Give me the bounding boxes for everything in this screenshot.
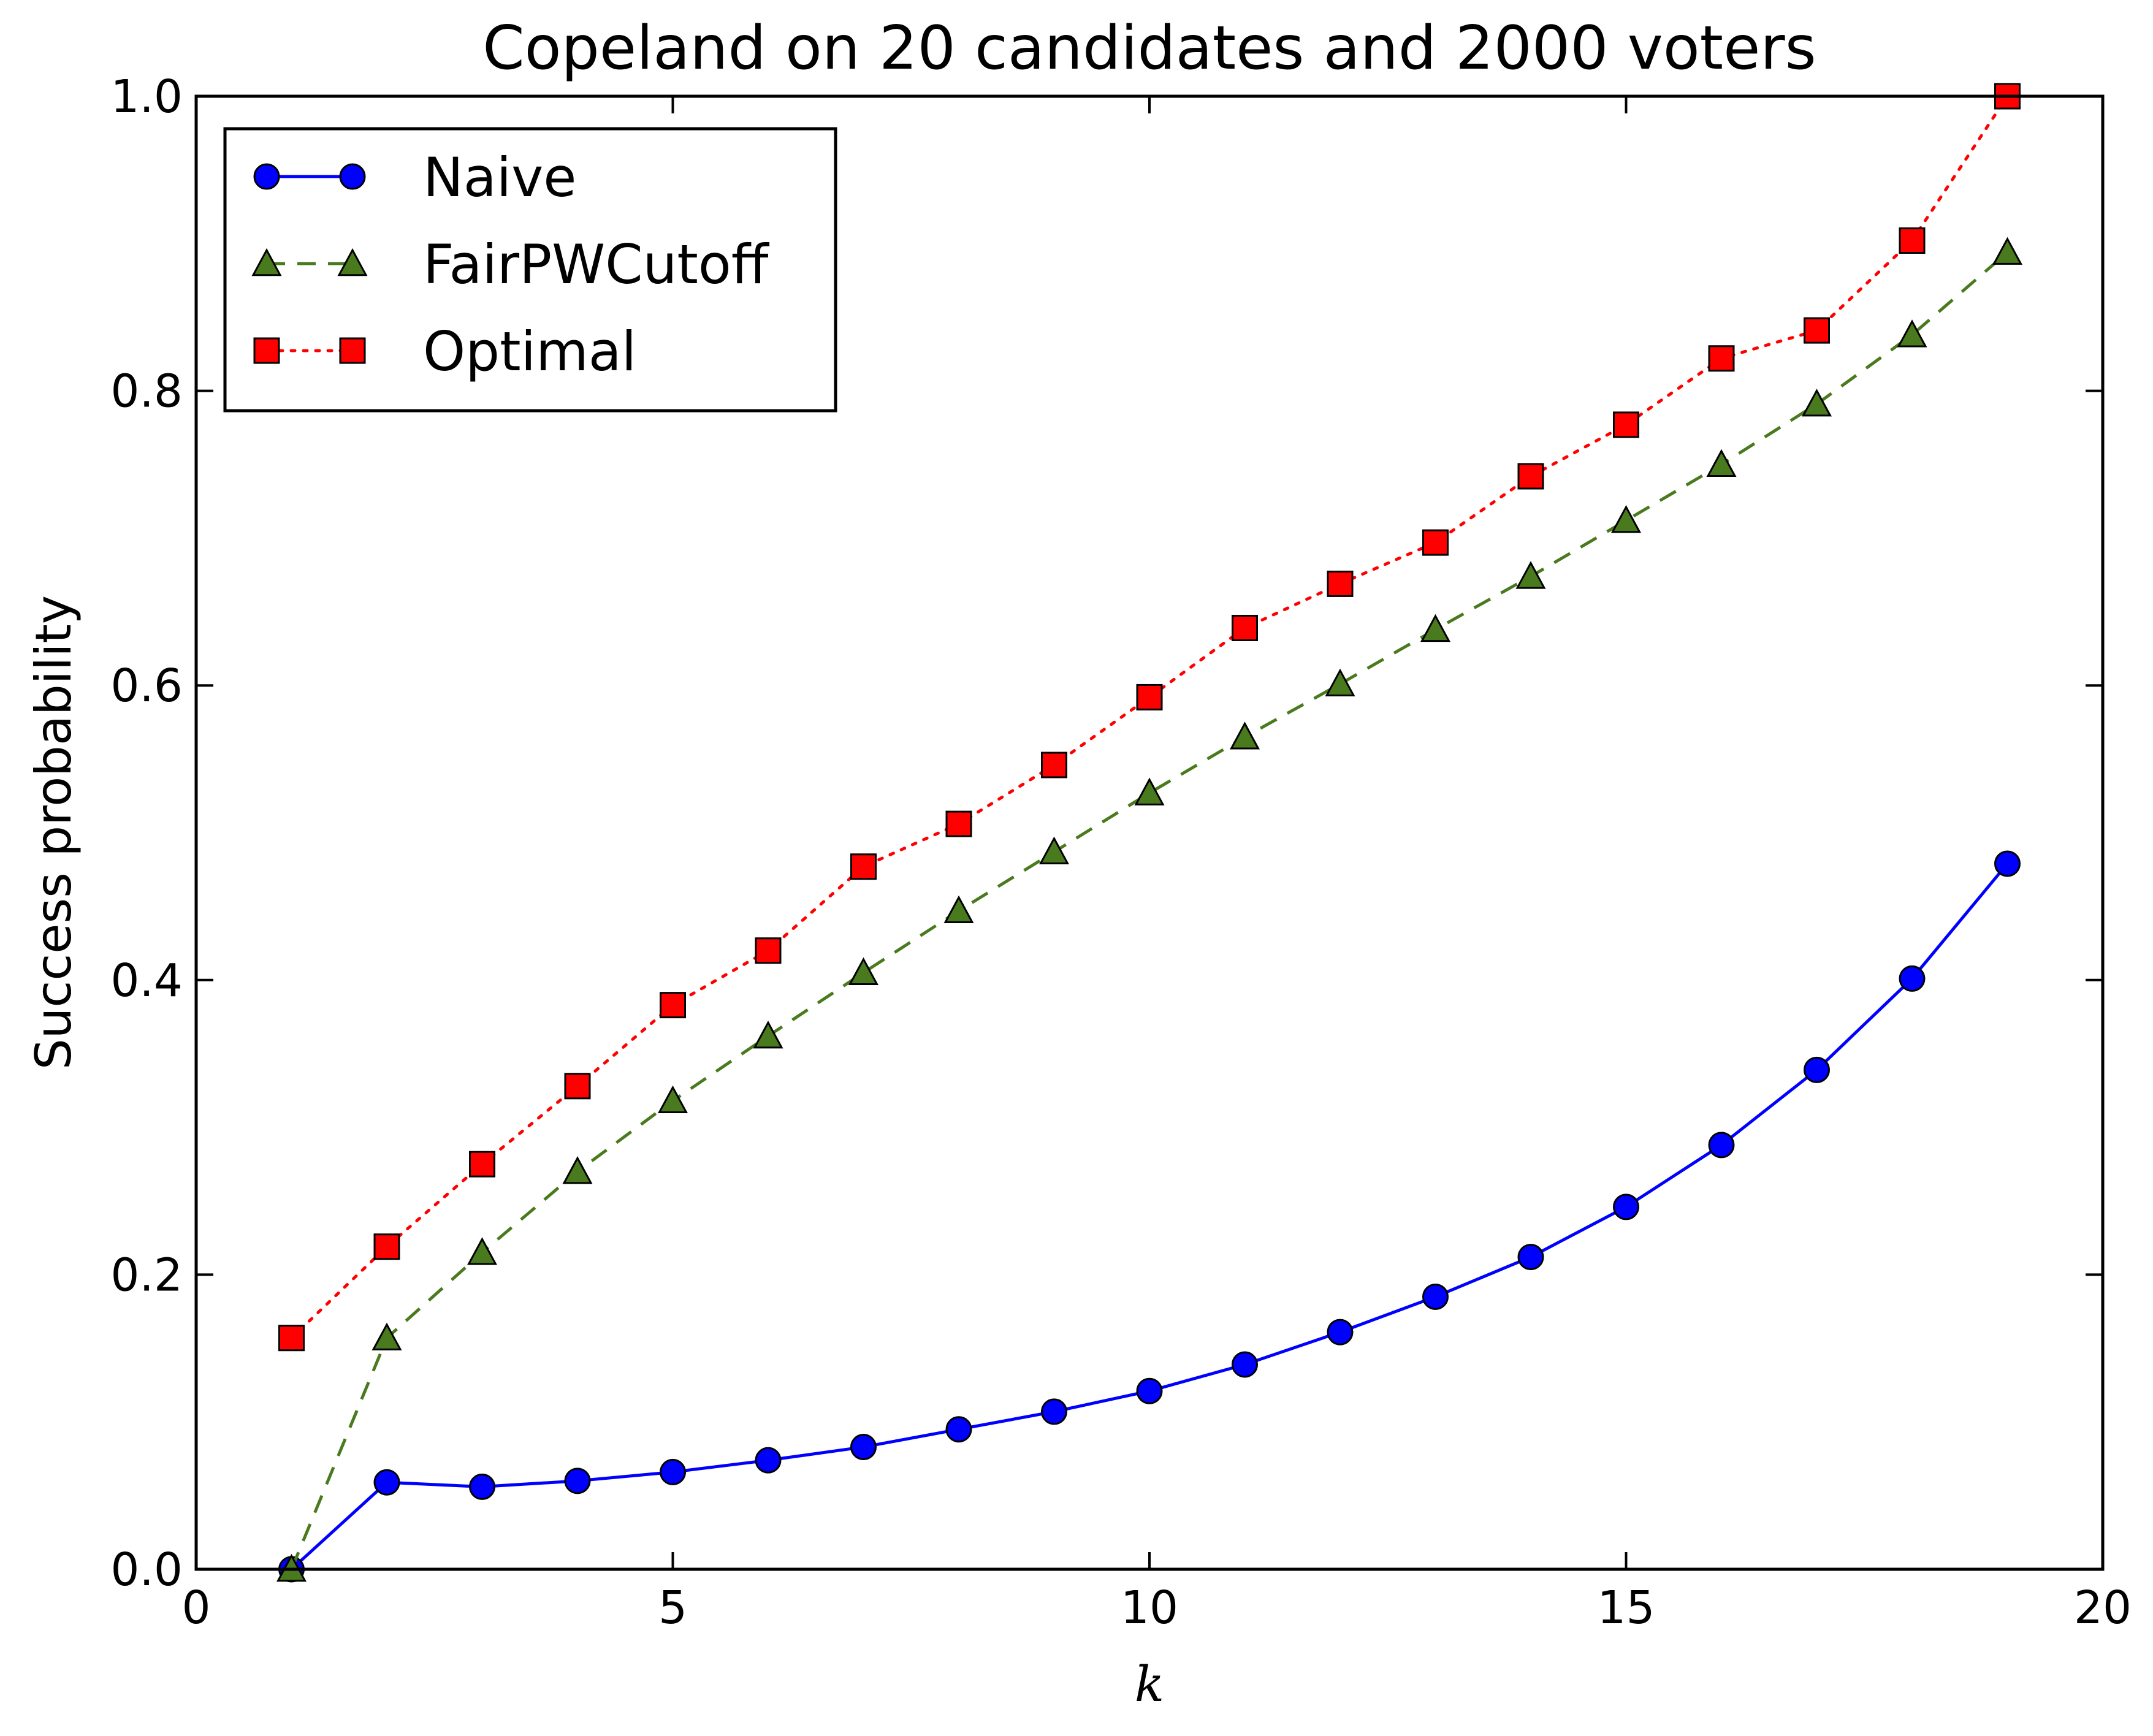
data-point-naive xyxy=(850,1434,877,1461)
data-point-optimal xyxy=(1517,463,1544,490)
data-point-fairpwcutoff xyxy=(943,895,974,924)
legend-marker xyxy=(253,163,280,190)
data-point-optimal xyxy=(660,992,686,1019)
data-point-naive xyxy=(1804,1056,1830,1083)
data-point-naive xyxy=(1232,1351,1258,1378)
data-point-naive xyxy=(1613,1194,1639,1220)
data-point-fairpwcutoff xyxy=(1420,614,1451,642)
data-point-naive xyxy=(1422,1283,1449,1310)
data-point-naive xyxy=(1994,850,2021,877)
x-axis-label: k xyxy=(1135,1656,1164,1713)
series-line-naive xyxy=(290,862,2009,1570)
data-point-optimal xyxy=(755,937,782,964)
data-point-optimal xyxy=(373,1233,400,1260)
series-optimal xyxy=(278,83,2021,1352)
data-point-optimal xyxy=(1136,683,1163,710)
data-point-fairpwcutoff xyxy=(1229,721,1260,750)
data-point-optimal xyxy=(1327,570,1354,597)
legend-marker xyxy=(253,337,280,364)
data-point-naive xyxy=(1899,965,1926,992)
x-tick-label: 15 xyxy=(1597,1582,1655,1634)
legend: Naive FairPWCutoff Optimal xyxy=(223,127,837,413)
data-point-optimal xyxy=(1613,411,1639,438)
legend-marker xyxy=(339,337,366,364)
data-point-fairpwcutoff xyxy=(1515,561,1546,589)
axes: 0 5 10 15 20 0.0 0.2 0.4 0.6 0.8 1.0 xyxy=(110,70,2132,1634)
data-point-naive xyxy=(373,1469,400,1496)
legend-item-naive: Naive xyxy=(253,146,576,209)
data-point-optimal xyxy=(945,810,972,837)
data-point-fairpwcutoff xyxy=(1706,449,1737,477)
legend-label: Naive xyxy=(423,146,576,209)
y-tick-label: 1.0 xyxy=(110,70,183,123)
plot-series xyxy=(276,83,2023,1583)
data-point-fairpwcutoff xyxy=(1992,237,2023,265)
data-point-optimal xyxy=(1041,752,1067,779)
data-point-optimal xyxy=(1708,345,1735,372)
x-tick-label: 20 xyxy=(2074,1582,2132,1634)
legend-label: FairPWCutoff xyxy=(423,233,770,296)
data-point-optimal xyxy=(1422,529,1449,556)
data-point-naive xyxy=(1708,1132,1735,1159)
x-tick-label: 10 xyxy=(1121,1582,1178,1634)
data-point-optimal xyxy=(1232,614,1258,641)
data-point-naive xyxy=(564,1468,591,1494)
data-point-optimal xyxy=(850,853,877,880)
data-point-naive xyxy=(1136,1377,1163,1404)
data-point-fairpwcutoff xyxy=(657,1085,688,1114)
series-naive xyxy=(278,850,2021,1583)
data-point-optimal xyxy=(469,1151,495,1178)
data-point-naive xyxy=(1041,1398,1067,1425)
legend-marker xyxy=(251,248,282,276)
data-point-naive xyxy=(1327,1319,1354,1346)
legend-marker xyxy=(339,163,366,190)
data-point-naive xyxy=(1517,1244,1544,1271)
y-tick-label: 0.0 xyxy=(110,1544,183,1596)
data-point-fairpwcutoff xyxy=(753,1020,783,1049)
x-tick-label: 0 xyxy=(181,1582,210,1634)
data-point-optimal xyxy=(278,1325,305,1352)
data-point-fairpwcutoff xyxy=(372,1322,402,1350)
data-point-optimal xyxy=(1804,317,1830,344)
plot-frame xyxy=(194,94,2105,1571)
y-tick-label: 0.2 xyxy=(110,1249,183,1301)
data-point-fairpwcutoff xyxy=(562,1156,593,1184)
series-line-fairpwcutoff xyxy=(290,251,2009,1570)
data-point-optimal xyxy=(1899,227,1926,254)
legend-marker xyxy=(337,248,368,276)
chart-title: Copeland on 20 candidates and 2000 voter… xyxy=(482,13,1816,83)
series-fairpwcutoff xyxy=(276,237,2023,1582)
y-tick-label: 0.8 xyxy=(110,365,183,418)
data-point-naive xyxy=(945,1416,972,1443)
data-point-fairpwcutoff xyxy=(1038,836,1070,864)
legend-label: Optimal xyxy=(423,320,636,383)
data-point-fairpwcutoff xyxy=(1134,777,1165,805)
data-point-optimal xyxy=(564,1073,591,1100)
y-tick-label: 0.6 xyxy=(110,660,183,712)
data-point-naive xyxy=(755,1447,782,1474)
legend-item-fairpwcutoff: FairPWCutoff xyxy=(251,233,770,296)
data-point-fairpwcutoff xyxy=(467,1237,498,1265)
data-point-fairpwcutoff xyxy=(1801,389,1832,417)
y-tick-label: 0.4 xyxy=(110,954,183,1007)
data-point-naive xyxy=(469,1473,495,1500)
data-point-naive xyxy=(660,1458,686,1485)
x-tick-label: 5 xyxy=(658,1582,687,1634)
data-point-fairpwcutoff xyxy=(848,957,879,985)
y-axis-label: Success probability xyxy=(25,595,82,1070)
data-point-fairpwcutoff xyxy=(1610,504,1642,533)
data-point-fairpwcutoff xyxy=(1325,668,1355,696)
data-point-fairpwcutoff xyxy=(1897,319,1927,348)
legend-item-optimal: Optimal xyxy=(253,320,636,383)
